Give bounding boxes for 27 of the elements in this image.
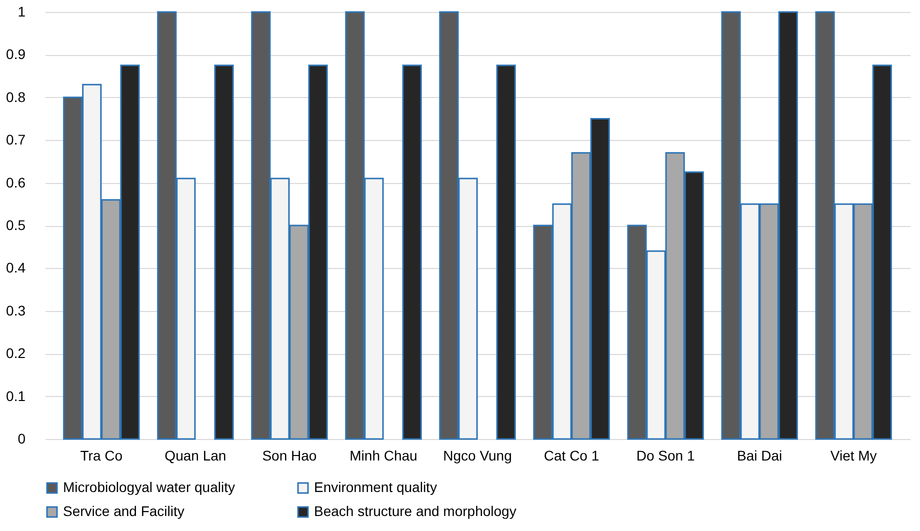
bar [402,64,422,440]
y-tick-label: 0.6 [6,174,26,190]
bar [496,64,516,440]
y-tick-label: 0.3 [6,302,26,318]
y-tick-label: 1 [18,4,26,20]
x-tick-label: Son Hao [262,448,317,464]
y-tick-label: 0.2 [6,345,26,362]
legend-label: Environment quality [314,479,437,495]
y-tick-label: 0.1 [6,388,26,404]
y-tick-label: 0.4 [6,260,26,276]
x-tick-label: Viet My [830,448,877,464]
y-tick-label: 0.8 [6,88,26,105]
x-tick-label: Quan Lan [164,448,226,464]
y-tick-label: 0.7 [6,132,26,148]
x-tick-label: Tra Co [80,448,123,464]
legend-label: Service and Facility [63,503,184,519]
x-tick-label: Bai Dai [736,448,782,464]
y-tick-label: 0.9 [6,46,26,62]
x-tick-label: Cat Co 1 [544,448,600,464]
y-tick-label: 0.5 [6,217,26,233]
bar [214,64,234,440]
y-tick-label: 0 [18,430,26,446]
x-tick-label: Do Son 1 [636,448,695,464]
legend-label: Beach structure and morphology [314,503,516,519]
x-tick-label: Ngco Vung [443,448,512,464]
x-tick-label: Minh Chau [350,448,418,464]
legend-label: Microbiologyal water quality [63,479,235,495]
